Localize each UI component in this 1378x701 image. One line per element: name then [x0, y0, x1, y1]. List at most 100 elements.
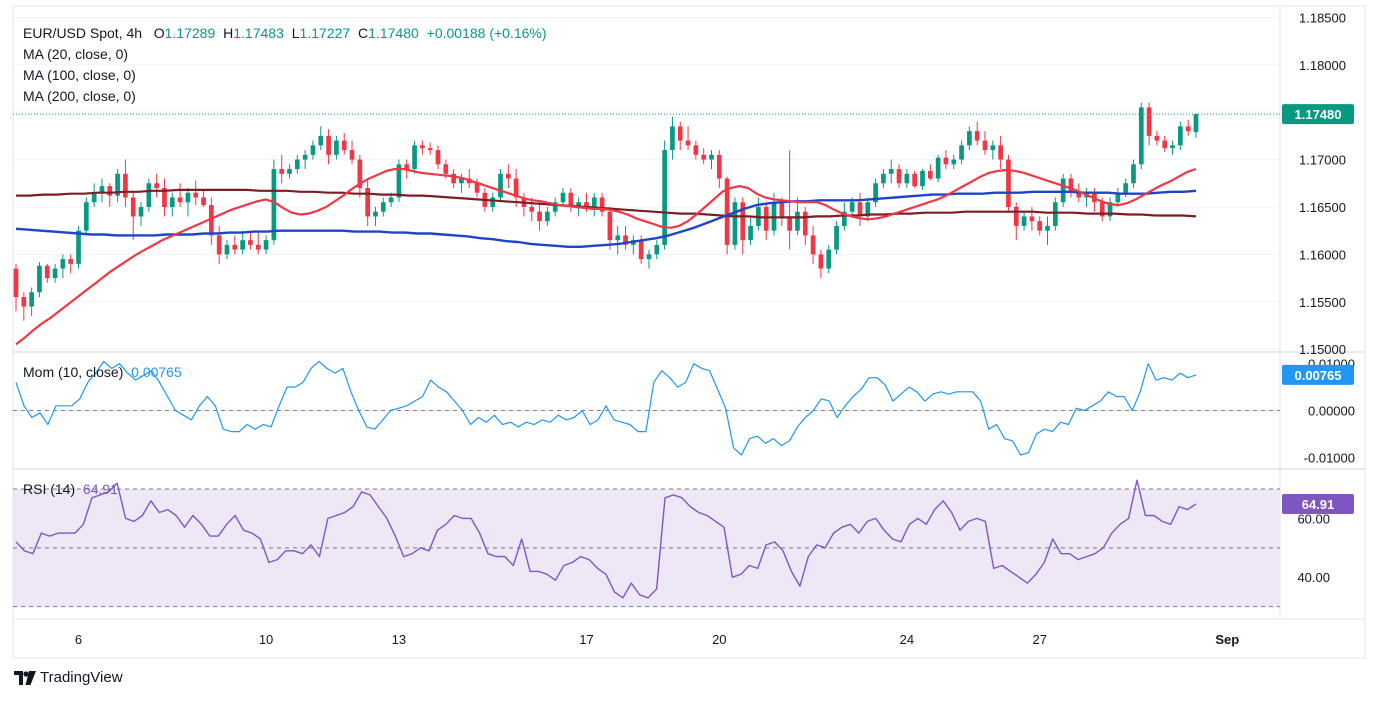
rsi-line: [15, 479, 1197, 599]
candle-down: [787, 150, 792, 250]
candle-body: [560, 192, 566, 203]
candle-body: [638, 240, 644, 260]
candle-down: [513, 169, 519, 207]
candle-body: [248, 240, 253, 245]
candle-body: [927, 170, 933, 179]
candle-down: [716, 150, 722, 189]
candle-down: [1029, 206, 1035, 231]
candle-up: [263, 235, 269, 255]
rsi-value-tag-box: [1282, 493, 1354, 514]
moving-averages: [15, 167, 1197, 346]
candle-up: [1138, 102, 1144, 170]
candle-down: [927, 164, 933, 181]
candle-body: [998, 145, 1003, 160]
momentum-label: Mom (10, close): [23, 364, 124, 380]
candle-body: [1193, 114, 1199, 133]
rsi-band: [13, 488, 1280, 608]
candle-body: [740, 202, 746, 241]
open-value: 1.17289: [164, 25, 216, 41]
candle-down: [857, 192, 863, 226]
candle-body: [21, 297, 27, 307]
candle-body: [373, 211, 378, 217]
candle-down: [912, 170, 918, 189]
candle-down: [279, 154, 285, 184]
candle-body: [709, 154, 714, 160]
time-tick-label: 24: [900, 632, 914, 647]
candle-down: [599, 192, 605, 217]
candle-body: [662, 150, 667, 245]
candle-body: [920, 170, 925, 187]
candle-up: [959, 140, 964, 165]
candle-body: [888, 169, 894, 174]
time-axis[interactable]: 6101317202427Sep48: [75, 632, 1378, 647]
momentum-series: [15, 360, 1197, 456]
candle-up: [888, 159, 894, 184]
candle-down: [177, 183, 183, 207]
candle-up: [1131, 159, 1136, 189]
high-value: 1.17483: [233, 25, 284, 41]
candle-body: [724, 178, 730, 245]
candle-up: [967, 126, 972, 151]
candle-down: [427, 142, 433, 155]
candle-body: [318, 135, 324, 146]
symbol-name[interactable]: EUR/USD Spot, 4h: [23, 25, 143, 41]
candle-body: [255, 244, 261, 250]
candle-up: [373, 206, 378, 226]
rsi-legend[interactable]: RSI (14) 64.91: [23, 479, 118, 500]
last-price-tag-box: [1282, 104, 1354, 125]
momentum-tick-label: -0.01000: [1304, 450, 1355, 465]
candle-up: [334, 135, 339, 160]
candle-body: [13, 268, 19, 298]
candle-up: [654, 240, 660, 260]
candle-down: [1006, 154, 1011, 212]
candle-body: [310, 145, 316, 155]
candle-body: [959, 145, 964, 160]
candle-body: [232, 244, 238, 250]
momentum-value-tag: 0.00765: [1282, 364, 1354, 385]
candle-down: [529, 197, 535, 222]
candle-up: [498, 169, 503, 203]
candle-body: [763, 206, 769, 231]
ma100-legend[interactable]: MA (100, close, 0): [23, 65, 136, 86]
candle-body: [990, 145, 996, 151]
candle-body: [677, 126, 683, 141]
candle-body: [138, 206, 144, 217]
candle-body: [44, 265, 50, 279]
candle-up: [29, 287, 34, 316]
candle-down: [154, 173, 160, 198]
candle-up: [834, 221, 839, 255]
candle-up: [552, 197, 558, 217]
candle-body: [209, 205, 214, 236]
candle-up: [560, 188, 566, 207]
candle-down: [123, 159, 128, 207]
ma20-legend[interactable]: MA (20, close, 0): [23, 44, 128, 65]
candle-down: [537, 202, 542, 231]
candle-body: [60, 259, 66, 269]
candle-body: [1060, 178, 1066, 203]
tradingview-logo[interactable]: TradingView: [14, 669, 123, 686]
candle-body: [412, 145, 417, 170]
candle-body: [201, 197, 206, 206]
candle-body: [1123, 183, 1129, 193]
rsi-label: RSI (14): [23, 481, 76, 497]
candle-down: [44, 263, 50, 283]
time-tick-label: Sep: [1215, 632, 1239, 647]
candle-body: [115, 173, 120, 196]
momentum-tick-label: 0.00000: [1308, 404, 1355, 419]
candle-body: [99, 186, 105, 193]
candle-down: [623, 225, 628, 250]
time-tick-label: 27: [1032, 632, 1046, 647]
candle-body: [380, 202, 386, 212]
candle-body: [1115, 192, 1121, 203]
candle-body: [1013, 206, 1019, 226]
candle-down: [326, 129, 331, 165]
ma200-legend[interactable]: MA (200, close, 0): [23, 86, 136, 107]
price-tick-label: 1.15500: [1299, 295, 1346, 310]
momentum-legend[interactable]: Mom (10, close) 0.00765: [23, 362, 182, 383]
candle-down: [201, 189, 206, 207]
candle-body: [83, 202, 89, 231]
candle-body: [646, 254, 652, 260]
open-label: O: [153, 25, 165, 41]
candle-body: [951, 159, 957, 165]
